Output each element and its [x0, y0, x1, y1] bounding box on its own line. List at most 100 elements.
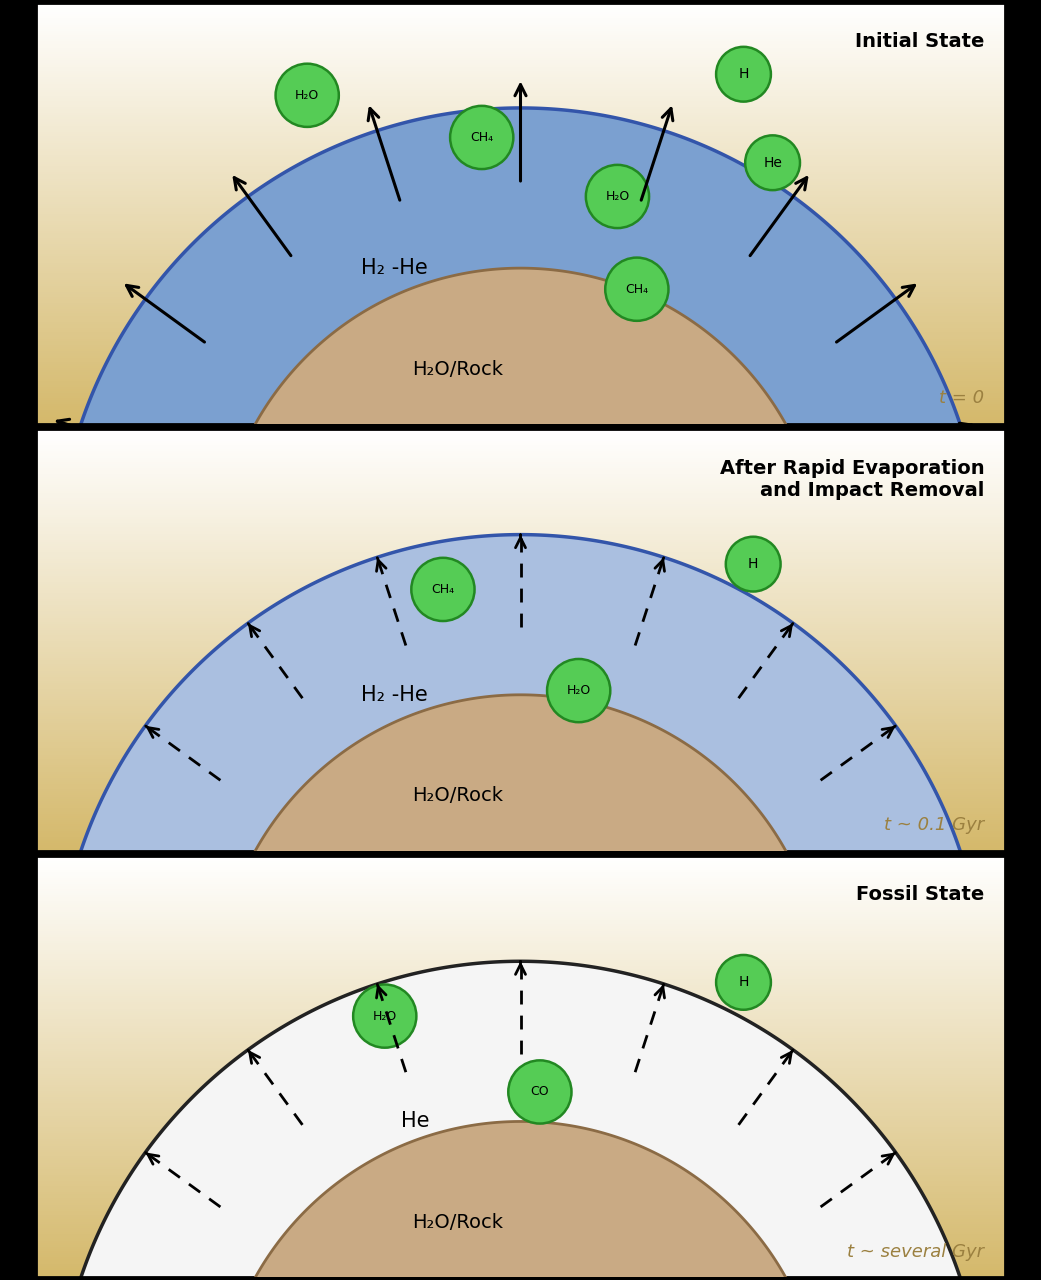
Bar [35, 1210, 1006, 1212]
Bar [35, 224, 1006, 227]
Bar [35, 457, 1006, 458]
Bar [35, 54, 1006, 55]
Bar [35, 114, 1006, 116]
Bar [35, 1202, 1006, 1203]
Bar [35, 276, 1006, 279]
Bar [35, 564, 1006, 566]
Bar [35, 1248, 1006, 1251]
Bar [35, 435, 1006, 438]
Bar [35, 292, 1006, 293]
Bar [35, 993, 1006, 995]
Bar [35, 1048, 1006, 1050]
Bar [35, 207, 1006, 209]
Circle shape [548, 659, 610, 722]
Bar [35, 678, 1006, 680]
Bar [35, 997, 1006, 1000]
Bar [35, 611, 1006, 613]
Bar [35, 594, 1006, 595]
Bar [35, 562, 1006, 564]
Bar [35, 982, 1006, 984]
Bar [35, 420, 1006, 422]
Bar [35, 760, 1006, 763]
Bar [35, 268, 1006, 270]
Bar [35, 394, 1006, 397]
Bar [35, 196, 1006, 198]
Bar [35, 186, 1006, 188]
Bar [35, 800, 1006, 803]
Bar [35, 471, 1006, 474]
Bar [35, 238, 1006, 241]
Bar [35, 1212, 1006, 1215]
Bar [35, 1094, 1006, 1096]
Bar [35, 41, 1006, 42]
Bar [35, 1157, 1006, 1160]
Bar [35, 541, 1006, 543]
Bar [35, 289, 1006, 292]
Bar [35, 1140, 1006, 1143]
Bar [35, 448, 1006, 451]
Bar [35, 1029, 1006, 1030]
Bar [35, 1199, 1006, 1202]
Bar [35, 316, 1006, 319]
Bar [35, 817, 1006, 819]
Text: H₂O/Rock: H₂O/Rock [412, 360, 503, 379]
Bar [35, 945, 1006, 946]
Bar [35, 522, 1006, 524]
Bar [35, 127, 1006, 129]
Bar [35, 667, 1006, 669]
Bar [35, 932, 1006, 934]
Bar [35, 19, 1006, 22]
Bar [35, 536, 1006, 539]
Bar [35, 1098, 1006, 1101]
Bar [35, 984, 1006, 987]
Bar [35, 152, 1006, 155]
Text: H: H [738, 68, 748, 81]
Bar [35, 3, 1006, 5]
Bar [35, 232, 1006, 234]
Bar [35, 900, 1006, 902]
Bar [35, 279, 1006, 280]
Bar [35, 172, 1006, 173]
Bar [35, 119, 1006, 120]
Bar [35, 1144, 1006, 1147]
Bar [35, 1117, 1006, 1119]
Bar [35, 1089, 1006, 1092]
Bar [35, 136, 1006, 137]
Bar [35, 968, 1006, 970]
Bar [35, 243, 1006, 244]
Bar [35, 877, 1006, 879]
Bar [35, 867, 1006, 869]
Bar [35, 1197, 1006, 1199]
Bar [35, 689, 1006, 691]
Bar [35, 934, 1006, 936]
Bar [35, 970, 1006, 972]
Bar [35, 461, 1006, 463]
Bar [35, 923, 1006, 925]
Bar [35, 393, 1006, 394]
Bar [35, 1052, 1006, 1053]
Bar [35, 1134, 1006, 1137]
Bar [35, 532, 1006, 535]
Bar [35, 378, 1006, 380]
Bar [35, 1238, 1006, 1239]
Bar [35, 936, 1006, 938]
Bar [35, 1030, 1006, 1033]
Bar [35, 451, 1006, 452]
Bar [35, 558, 1006, 559]
Bar [35, 490, 1006, 493]
Bar [35, 1033, 1006, 1036]
Bar [35, 640, 1006, 643]
Bar [35, 431, 1006, 434]
Bar [35, 211, 1006, 214]
Bar [35, 1010, 1006, 1012]
Bar [35, 155, 1006, 156]
Bar [35, 822, 1006, 823]
Bar [35, 660, 1006, 663]
Bar [35, 227, 1006, 228]
Bar [35, 530, 1006, 532]
Bar [35, 205, 1006, 207]
Bar [35, 714, 1006, 716]
Bar [35, 1265, 1006, 1267]
Bar [35, 1185, 1006, 1187]
Bar [35, 97, 1006, 100]
